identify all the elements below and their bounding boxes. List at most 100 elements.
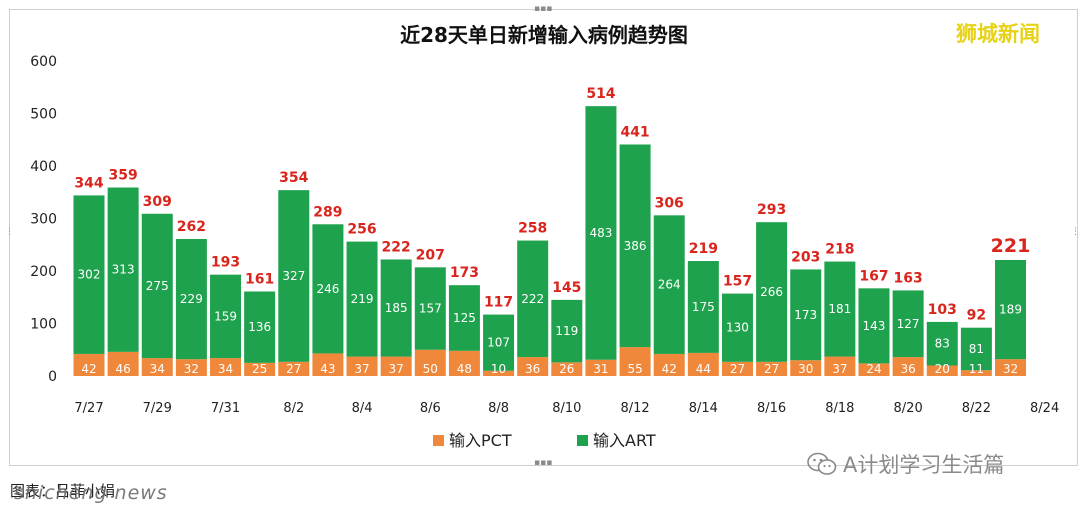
data-label-art: 275	[146, 279, 169, 293]
bar-pct	[858, 363, 890, 376]
x-tick-label: 7/27	[74, 401, 103, 416]
bar-art	[278, 190, 310, 362]
x-tick-label: 8/8	[488, 401, 509, 416]
x-tick-label: 8/22	[962, 401, 991, 416]
data-label-art: 266	[760, 285, 783, 299]
data-label-pct: 36	[900, 362, 915, 376]
data-label-pct: 36	[525, 362, 540, 376]
bar-pct	[721, 361, 753, 376]
resize-handle-top[interactable]: ▪▪▪	[534, 4, 553, 14]
bar-art	[858, 288, 890, 364]
chart-frame	[9, 9, 1078, 466]
data-label-pct: 55	[627, 362, 642, 376]
bar-art	[517, 240, 549, 358]
data-label-art: 229	[180, 292, 203, 306]
bar-art	[960, 327, 992, 371]
bar-art	[107, 187, 139, 352]
bar-art	[824, 261, 856, 357]
x-tick-label: 8/6	[420, 401, 441, 416]
data-label-art: 107	[487, 336, 510, 350]
bar-art	[175, 238, 207, 360]
bar-art	[619, 144, 651, 348]
data-label-total: 117	[484, 295, 513, 311]
data-label-art: 386	[624, 239, 647, 253]
resize-handle-left[interactable]: ⋮	[5, 227, 14, 237]
bar-pct	[448, 350, 480, 376]
data-label-pct: 25	[252, 362, 267, 376]
legend: 输入PCT 输入ART	[433, 431, 656, 450]
bar-pct	[107, 351, 139, 376]
bar-pct	[619, 347, 651, 376]
x-tick-label: 8/16	[757, 401, 786, 416]
y-tick-label: 0	[48, 369, 57, 385]
data-label-art: 222	[521, 292, 544, 306]
y-tick-label: 600	[30, 54, 57, 70]
bar-pct	[414, 349, 446, 376]
y-axis: 0 100 200 300 400 500 600	[30, 54, 57, 385]
bar-pct	[653, 353, 685, 376]
data-label-pct: 46	[115, 362, 130, 376]
bar-art	[687, 261, 719, 353]
data-label-total: 256	[347, 222, 376, 238]
data-label-total: 92	[967, 308, 986, 324]
wechat-icon	[807, 452, 837, 481]
bar-art	[892, 290, 924, 358]
data-label-art: 327	[282, 269, 305, 283]
bar-pct	[73, 353, 105, 376]
bar-pct	[824, 356, 856, 376]
data-label-total: 222	[382, 239, 411, 255]
data-label-total: 173	[450, 265, 479, 281]
data-label-total: 157	[723, 274, 752, 290]
bar-pct	[278, 361, 310, 376]
x-tick-label: 7/31	[211, 401, 240, 416]
data-label-art: 185	[385, 301, 408, 315]
bar-pct	[312, 353, 344, 376]
data-label-total: 306	[655, 195, 684, 211]
x-tick-label: 7/29	[143, 401, 172, 416]
chart-title: 近28天单日新增输入病例趋势图	[400, 23, 688, 47]
data-label-pct: 42	[81, 362, 96, 376]
data-label-pct: 34	[150, 362, 165, 376]
bar-art	[721, 293, 753, 362]
y-tick-label: 100	[30, 317, 57, 333]
bar-art	[141, 213, 173, 359]
bar-art	[653, 215, 685, 354]
bar-art	[995, 259, 1027, 360]
data-label-total: 258	[518, 221, 547, 237]
footer-caption: 图表：吕菲小娟	[10, 482, 116, 500]
x-tick-label: 8/18	[825, 401, 854, 416]
data-label-total: 203	[791, 249, 820, 265]
bar-art	[483, 314, 515, 371]
data-label-pct: 37	[832, 362, 847, 376]
bar-pct	[756, 361, 788, 376]
data-label-total: 293	[757, 202, 786, 218]
x-tick-label: 8/4	[352, 401, 373, 416]
data-label-pct: 37	[354, 362, 369, 376]
data-label-total: 163	[894, 270, 923, 286]
bar-art	[585, 106, 617, 360]
bar-art	[790, 269, 822, 361]
data-label-pct: 43	[320, 362, 335, 376]
watermark-subtitle: shicheng news	[14, 482, 168, 504]
bar-pct	[892, 357, 924, 376]
bar-pct	[960, 370, 992, 376]
bar-art	[346, 241, 378, 357]
data-label-pct: 31	[593, 362, 608, 376]
data-label-total: 354	[279, 170, 308, 186]
data-label-art: 313	[112, 263, 135, 277]
data-label-pct: 50	[423, 362, 438, 376]
y-tick-label: 400	[30, 159, 57, 175]
bar-art	[312, 224, 344, 354]
data-label-art: 181	[828, 302, 851, 316]
data-label-pct: 30	[798, 362, 813, 376]
resize-handle-right[interactable]: ⋮	[1071, 227, 1080, 237]
data-label-art: 175	[692, 300, 715, 314]
bar-art	[551, 299, 583, 363]
resize-handle-bottom[interactable]: ▪▪▪	[534, 458, 553, 468]
data-label-pct: 48	[457, 362, 472, 376]
data-label-pct: 26	[559, 362, 574, 376]
legend-swatch-pct	[433, 435, 444, 446]
data-label-total: 167	[859, 268, 888, 284]
data-label-art: 219	[351, 292, 374, 306]
